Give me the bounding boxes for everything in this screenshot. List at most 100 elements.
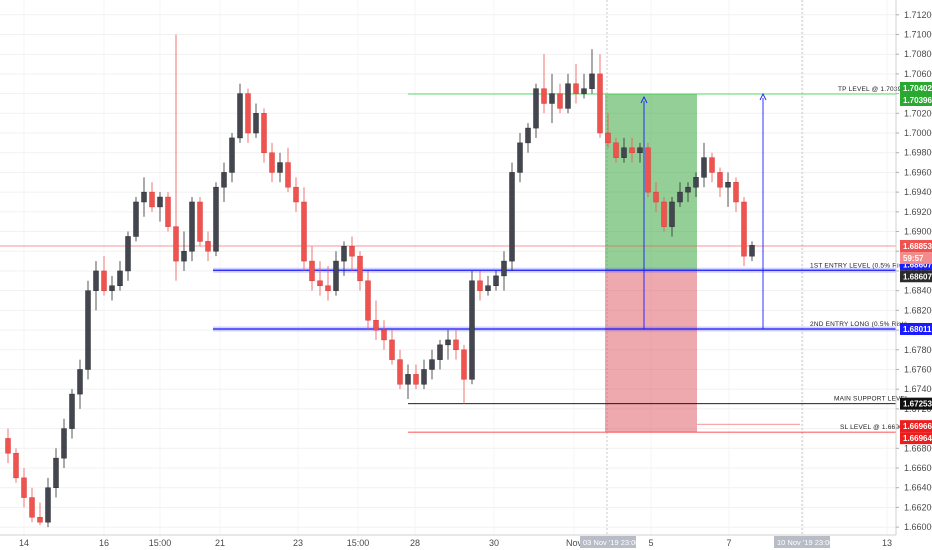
candle-body-up — [229, 137, 235, 173]
candle-body-up — [109, 285, 115, 291]
y-tick-label: 1.70200 — [904, 108, 932, 118]
candle — [5, 428, 11, 464]
candle-body-down — [261, 113, 267, 153]
candle — [101, 256, 107, 296]
candle — [637, 142, 643, 163]
entry2-badge-box — [900, 322, 932, 335]
candle — [373, 300, 379, 340]
candle-body-up — [69, 393, 75, 429]
entry1-badge-box — [900, 270, 932, 283]
candle — [261, 108, 267, 163]
support-badge-text: 1.67253 — [903, 400, 932, 409]
candle-body-down — [381, 329, 387, 341]
x-tick-label: 15:00 — [149, 538, 172, 548]
candle — [221, 162, 227, 202]
candle — [469, 270, 475, 385]
current-price-badge-box — [900, 240, 932, 253]
sl-badge-text: 1.66966 — [903, 422, 932, 431]
candle-body-up — [181, 250, 187, 262]
candle-body-up — [429, 359, 435, 370]
crosshair-date-label: 03 Nov '19 23:00 — [583, 538, 639, 547]
candle-body-down — [309, 260, 315, 282]
candle-body-down — [397, 359, 403, 385]
entry1-badge-text: 1.68607 — [903, 272, 932, 281]
candle-body-up — [61, 428, 67, 459]
candle-body-up — [677, 191, 683, 203]
candle-body-down — [285, 162, 291, 188]
candle-body-down — [389, 339, 395, 360]
candle — [413, 364, 419, 390]
candle-body-up — [77, 369, 83, 395]
candle — [693, 172, 699, 198]
candle-body-down — [605, 132, 611, 144]
x-tick-label: 13 — [882, 538, 892, 548]
crosshair-date-box — [580, 536, 636, 548]
candle-body-up — [517, 142, 523, 173]
candle-body-up — [93, 270, 99, 291]
candle — [181, 231, 187, 271]
candle — [277, 152, 283, 183]
candle-body-up — [549, 93, 555, 104]
countdown-badge-text: 59:57 — [903, 254, 924, 263]
candle — [445, 330, 451, 360]
candle-body-up — [493, 275, 499, 286]
candle-body-down — [573, 83, 579, 94]
candle — [565, 73, 571, 114]
candle — [285, 147, 291, 193]
tp-badge-text: 1.70396 — [903, 96, 932, 105]
y-tick-label: 1.69000 — [904, 227, 932, 237]
position-zones — [605, 93, 697, 433]
target-arrows — [640, 92, 767, 330]
candle-body-down — [293, 186, 299, 203]
candle-body-down — [197, 201, 203, 242]
candle — [45, 477, 51, 528]
candle-body-down — [733, 182, 739, 203]
candle — [357, 251, 363, 291]
candle-body-down — [629, 147, 635, 153]
y-tick-label: 1.71000 — [904, 29, 932, 39]
candle — [397, 349, 403, 390]
candle-body-up — [509, 172, 515, 262]
candle — [157, 192, 163, 222]
crosshair-date-label: 10 Nov '19 23:00 — [777, 538, 833, 547]
candle — [205, 231, 211, 262]
candle — [573, 64, 579, 104]
candle-body-up — [669, 201, 675, 227]
candle — [109, 275, 115, 301]
y-tick-label: 1.66200 — [904, 502, 932, 512]
candle-body-up — [133, 201, 139, 237]
candle-body-up — [421, 369, 427, 385]
candle — [389, 330, 395, 365]
candle — [493, 270, 499, 291]
candle — [461, 344, 467, 404]
candle-body-down — [165, 196, 171, 227]
candle — [197, 197, 203, 247]
sl-label: SL LEVEL @ 1.66964 — [840, 424, 907, 431]
candle — [141, 177, 147, 217]
candle — [669, 197, 675, 237]
sl-badge-text: 1.66964 — [903, 434, 932, 443]
grid-lines — [0, 0, 896, 535]
candle — [61, 418, 67, 469]
candle — [733, 177, 739, 212]
crosshair-date-box — [774, 536, 830, 548]
candle-body-down — [597, 73, 603, 134]
candle-body-up — [189, 201, 195, 252]
candle-body-up — [405, 374, 411, 385]
x-tick-label: 15:00 — [347, 538, 370, 548]
candle — [629, 137, 635, 163]
risk-zone — [605, 270, 697, 433]
candle — [149, 182, 155, 212]
countdown-badge-box — [900, 252, 932, 265]
candle — [173, 34, 179, 281]
candle — [589, 49, 595, 94]
candle — [269, 142, 275, 183]
candle-body-up — [125, 236, 131, 272]
candle — [53, 448, 59, 498]
candle-body-down — [453, 339, 459, 351]
candle-body-up — [725, 182, 731, 188]
candle — [309, 246, 315, 291]
